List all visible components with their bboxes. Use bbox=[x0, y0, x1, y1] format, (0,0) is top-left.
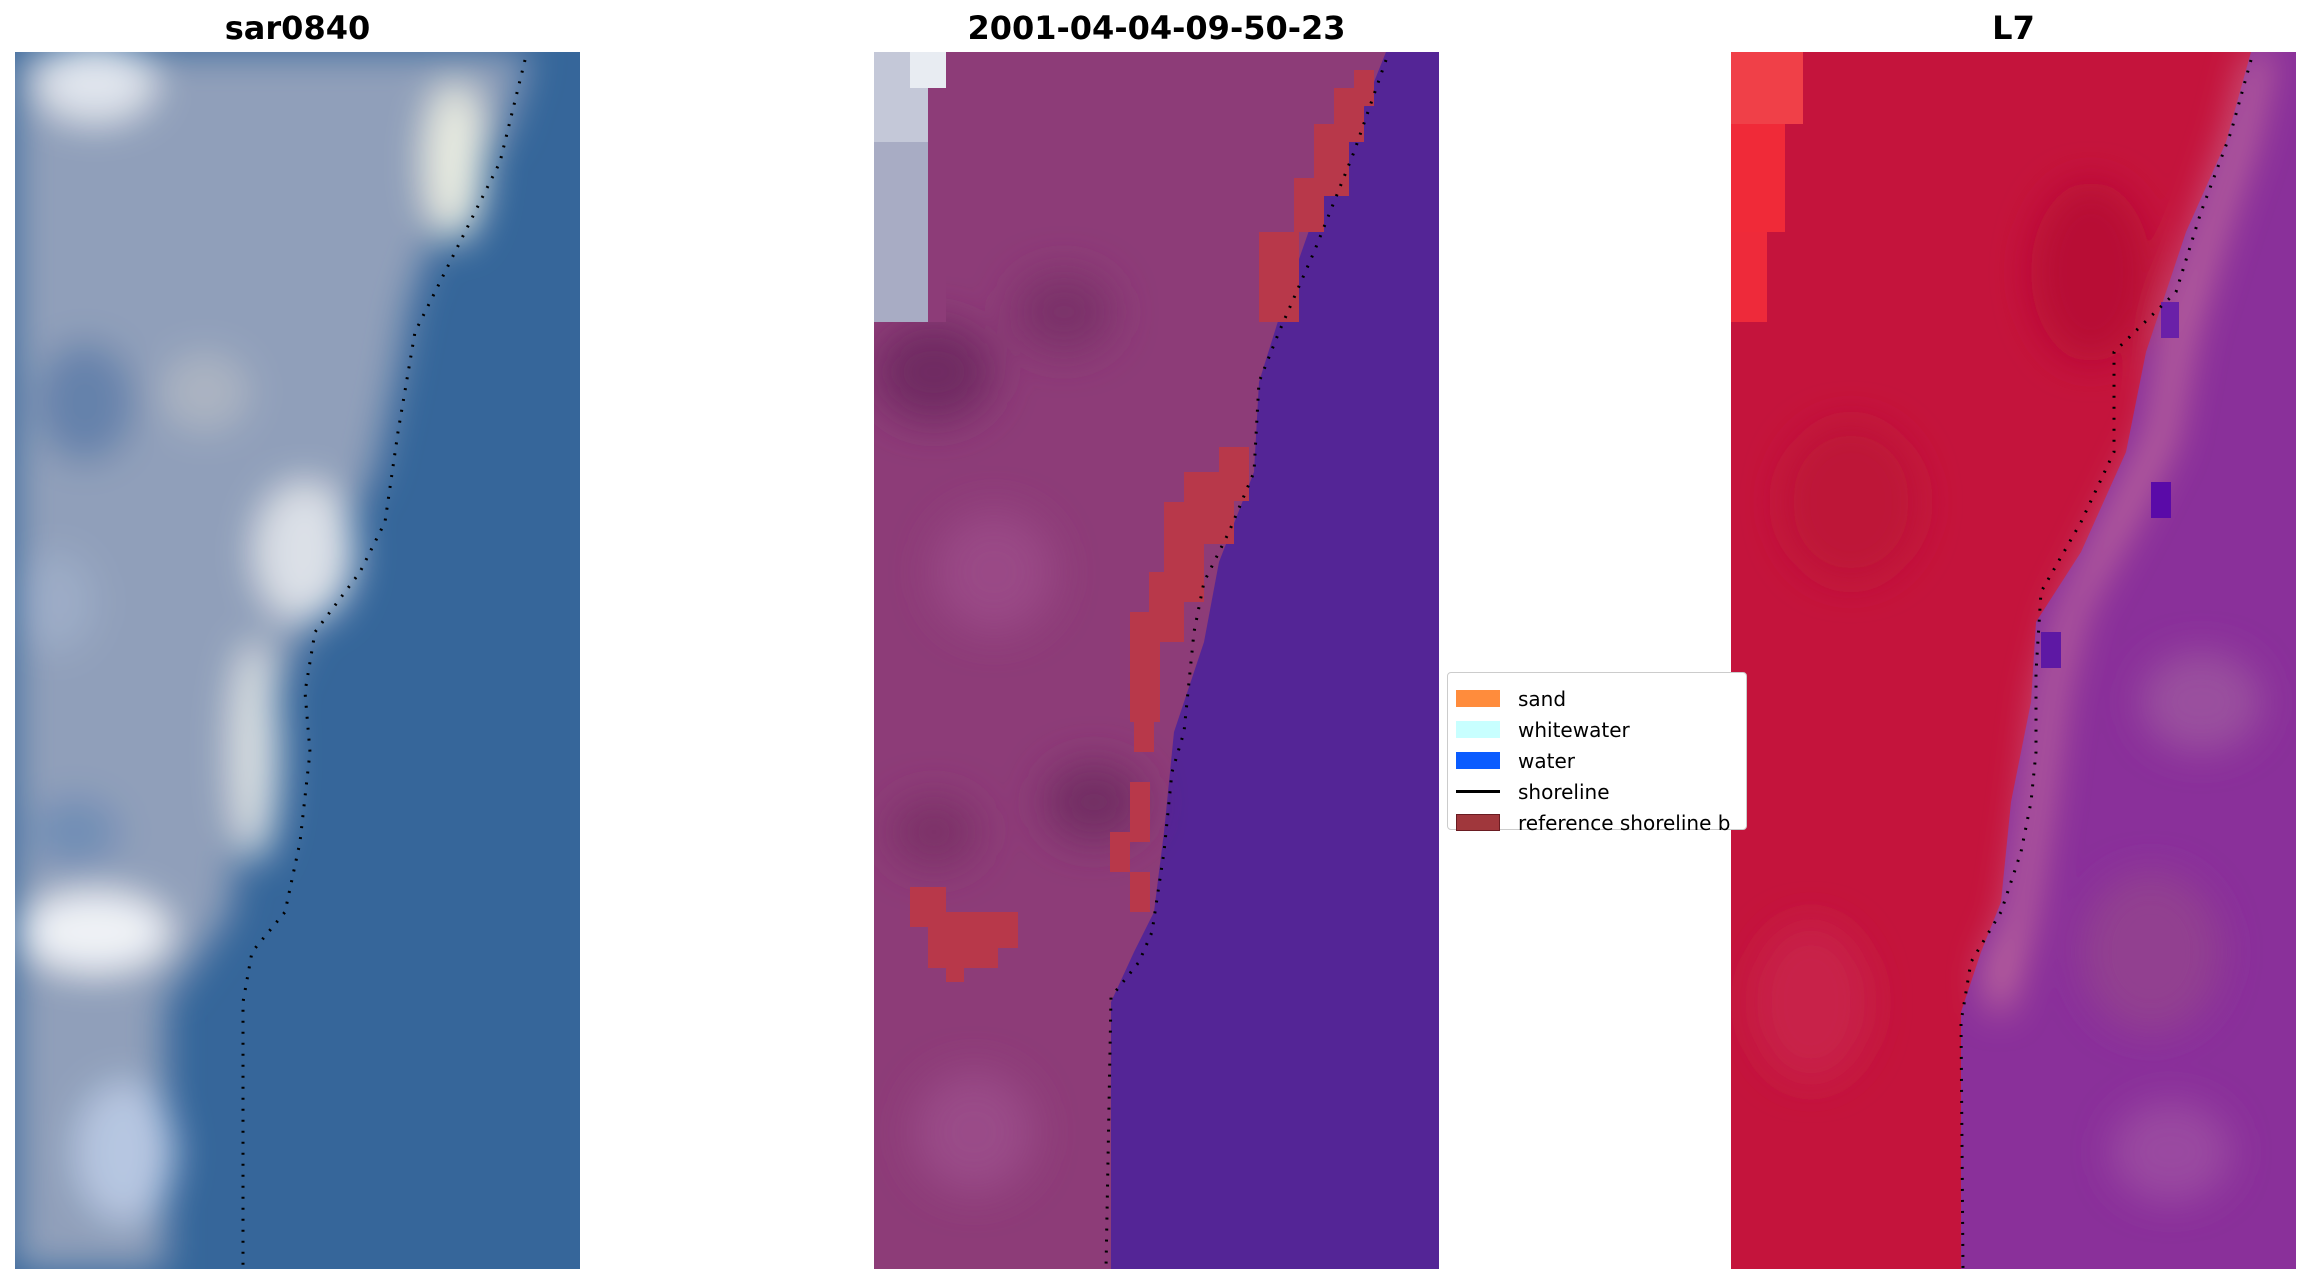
rgb-image bbox=[15, 52, 580, 1269]
classified-image bbox=[874, 52, 1439, 1269]
legend-label: whitewater bbox=[1518, 717, 1630, 742]
legend-swatch-sand bbox=[1456, 690, 1500, 707]
legend-label: reference shoreline b bbox=[1518, 810, 1731, 835]
legend-label: shoreline bbox=[1518, 779, 1610, 804]
l7-image bbox=[1731, 52, 2296, 1269]
panel-title-classified: 2001-04-04-09-50-23 bbox=[967, 9, 1346, 47]
legend-swatch-reference-buffer bbox=[1456, 814, 1500, 831]
panel-title-l7: L7 bbox=[1992, 9, 2035, 47]
l7-image-panel bbox=[1731, 52, 2296, 1269]
shoreline-rgb bbox=[241, 59, 527, 1269]
legend-swatch-water bbox=[1456, 752, 1500, 769]
classified-image-panel bbox=[874, 52, 1439, 1269]
legend-label: water bbox=[1518, 748, 1575, 773]
legend-item-sand: sand bbox=[1456, 683, 1746, 714]
legend-swatch-whitewater bbox=[1456, 721, 1500, 738]
legend-swatch-shoreline bbox=[1456, 790, 1500, 793]
rgb-image-panel bbox=[15, 52, 580, 1269]
legend: sand whitewater water shoreline referenc… bbox=[1447, 672, 1747, 835]
legend-item-whitewater: whitewater bbox=[1456, 714, 1746, 745]
shoreline-l7 bbox=[1959, 59, 2253, 1269]
legend-label: sand bbox=[1518, 686, 1567, 711]
panel-title-rgb: sar0840 bbox=[224, 9, 371, 47]
legend-item-water: water bbox=[1456, 745, 1746, 776]
reference-shoreline-buffer bbox=[910, 70, 1374, 982]
legend-item-reference-buffer: reference shoreline b bbox=[1456, 807, 1746, 838]
legend-item-shoreline: shoreline bbox=[1456, 776, 1746, 807]
